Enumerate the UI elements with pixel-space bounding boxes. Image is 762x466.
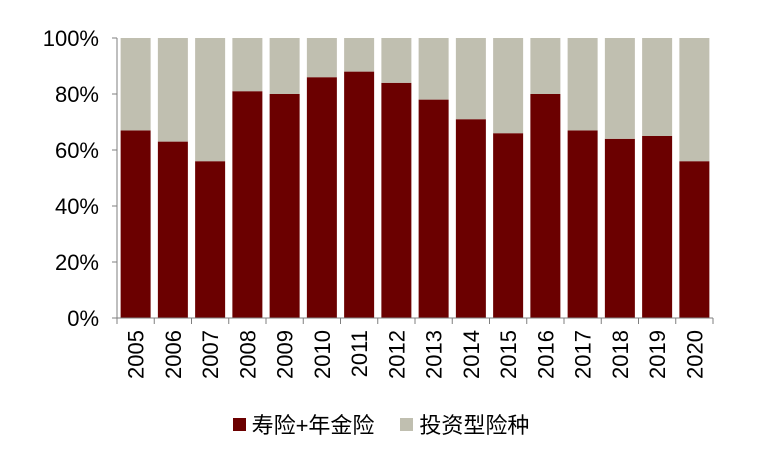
x-tick-label: 2005 xyxy=(124,330,149,379)
bar-2014-series-1 xyxy=(455,119,486,318)
bar-2019-series-1 xyxy=(642,136,673,318)
y-tick-label: 20% xyxy=(55,250,99,275)
bar-2006-series-2 xyxy=(157,38,188,142)
x-tick-label: 2010 xyxy=(310,330,335,379)
bar-2008-series-2 xyxy=(232,38,263,92)
legend: 寿险+年金险 投资型险种 xyxy=(0,408,762,440)
y-tick-label: 60% xyxy=(55,138,99,163)
x-tick-label: 2008 xyxy=(235,330,260,379)
x-tick-label: 2011 xyxy=(347,330,372,377)
x-tick-label: 2016 xyxy=(533,330,558,379)
bar-2011-series-2 xyxy=(344,38,375,72)
bar-2010-series-1 xyxy=(306,77,337,318)
y-tick-label: 80% xyxy=(55,82,99,107)
bar-2007-series-2 xyxy=(195,38,226,162)
x-tick-label: 2007 xyxy=(198,330,223,379)
legend-item-series-1: 寿险+年金险 xyxy=(232,408,375,440)
bar-2015-series-1 xyxy=(493,133,524,318)
x-axis: 2005 2006 2007 2008 2009 2010 2011 2012 2013 2014… xyxy=(116,317,714,379)
legend-swatch-series-1 xyxy=(232,417,246,431)
bar-2018-series-1 xyxy=(604,138,635,318)
x-tick-label: 2017 xyxy=(571,330,596,379)
bar-2020-series-2 xyxy=(679,38,710,162)
bar-2014-series-2 xyxy=(455,38,486,120)
x-tick-label: 2013 xyxy=(422,330,447,379)
bar-2007-series-1 xyxy=(195,161,226,318)
x-tick-label: 2012 xyxy=(384,330,409,379)
y-axis: 0% 20% 40% 60% 80% 100% xyxy=(43,26,118,331)
x-tick-label: 2019 xyxy=(645,330,670,379)
legend-swatch-series-2 xyxy=(400,417,414,431)
y-tick-label: 0% xyxy=(67,306,99,331)
bar-2018-series-2 xyxy=(604,38,635,139)
bar-2008-series-1 xyxy=(232,91,263,318)
bar-2005-series-1 xyxy=(120,130,151,318)
bar-2016-series-1 xyxy=(530,94,561,318)
bar-2009-series-1 xyxy=(269,94,300,318)
legend-label-series-1: 寿险+年金险 xyxy=(251,413,375,438)
bar-2020-series-1 xyxy=(679,161,710,318)
bar-2013-series-1 xyxy=(418,99,449,318)
bar-2009-series-2 xyxy=(269,38,300,94)
bar-2017-series-2 xyxy=(567,38,598,131)
bar-2012-series-1 xyxy=(381,82,412,318)
y-tick-label: 40% xyxy=(55,194,99,219)
bar-2016-series-2 xyxy=(530,38,561,94)
bar-2011-series-1 xyxy=(344,71,375,318)
bar-2006-series-1 xyxy=(157,141,188,318)
x-tick-label: 2009 xyxy=(273,330,298,379)
x-tick-label: 2014 xyxy=(459,330,484,379)
bar-2013-series-2 xyxy=(418,38,449,100)
bar-2017-series-1 xyxy=(567,130,598,318)
x-tick-label: 2006 xyxy=(161,330,186,379)
bar-2005-series-2 xyxy=(120,38,151,131)
legend-label-series-2: 投资型险种 xyxy=(419,413,530,438)
x-tick-label: 2018 xyxy=(608,330,633,379)
x-tick-label: 2020 xyxy=(682,330,707,379)
bar-2015-series-2 xyxy=(493,38,524,134)
y-tick-label: 100% xyxy=(43,26,99,51)
stacked-bar-chart: 0%20%40%60%80%100% 2005 2006 2007 2008 2009 2… xyxy=(43,26,714,379)
bar-2012-series-2 xyxy=(381,38,412,83)
legend-item-series-2: 投资型险种 xyxy=(400,408,529,440)
bar-2010-series-2 xyxy=(306,38,337,78)
x-tick-label: 2015 xyxy=(496,330,521,379)
bars xyxy=(120,38,710,318)
bar-2019-series-2 xyxy=(642,38,673,136)
